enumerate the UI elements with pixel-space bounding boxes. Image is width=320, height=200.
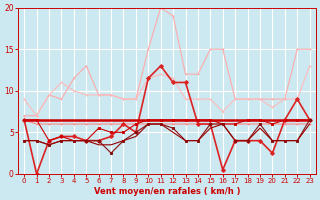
X-axis label: Vent moyen/en rafales ( km/h ): Vent moyen/en rafales ( km/h ) bbox=[94, 187, 240, 196]
